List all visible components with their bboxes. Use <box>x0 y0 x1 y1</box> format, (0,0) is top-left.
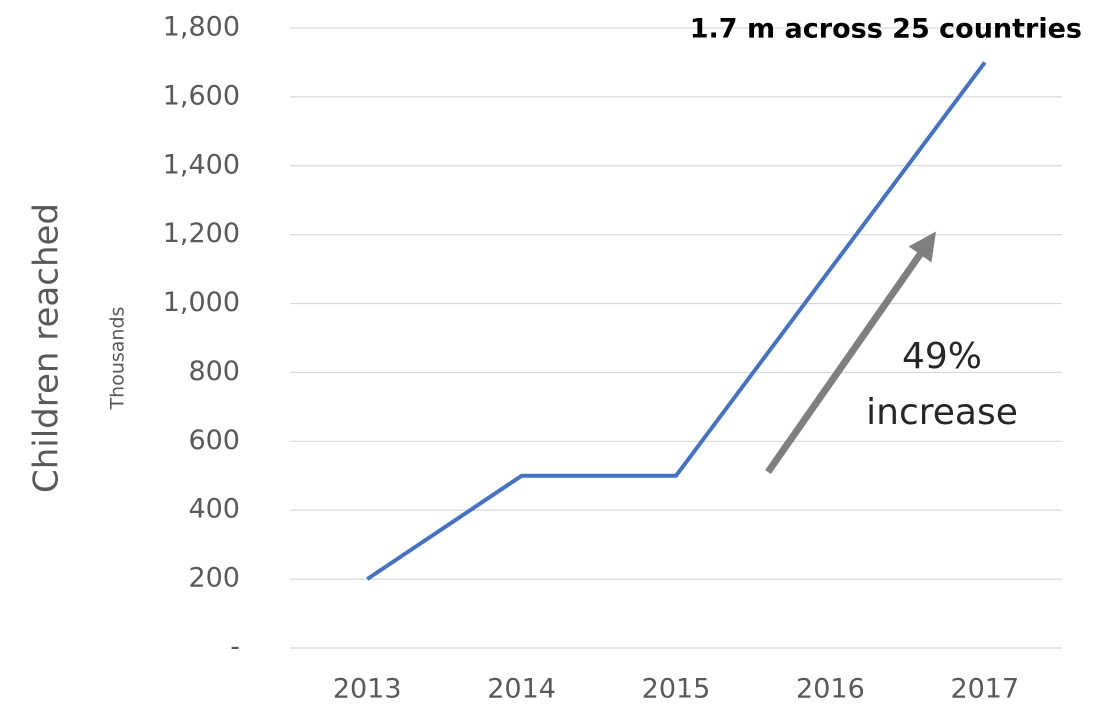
annotation: increase <box>866 392 1018 433</box>
chart-title: 1.7 m across 25 countries <box>690 14 1082 45</box>
y-axis-units: Thousands <box>107 307 129 411</box>
y-tick-label: 1,400 <box>163 149 240 180</box>
x-tick-label: 2014 <box>487 674 556 705</box>
y-tick-label: 200 <box>188 563 240 594</box>
y-tick-label: 1,200 <box>163 218 240 249</box>
x-tick-label: 2013 <box>333 674 402 705</box>
y-tick-label: 1,800 <box>163 12 240 43</box>
annotation: 49% <box>902 336 982 377</box>
y-tick-label: - <box>230 632 240 663</box>
y-tick-label: 800 <box>188 356 240 387</box>
y-tick-label: 600 <box>188 425 240 456</box>
y-tick-label: 1,000 <box>163 287 240 318</box>
line-series <box>366 61 987 581</box>
x-tick-label: 2015 <box>642 674 711 705</box>
y-axis-label: Children reached <box>27 203 67 493</box>
y-tick-label: 1,600 <box>163 80 240 111</box>
x-tick-label: 2017 <box>950 674 1019 705</box>
x-tick-label: 2016 <box>796 674 865 705</box>
y-tick-label: 400 <box>188 494 240 525</box>
arrow <box>765 231 937 475</box>
